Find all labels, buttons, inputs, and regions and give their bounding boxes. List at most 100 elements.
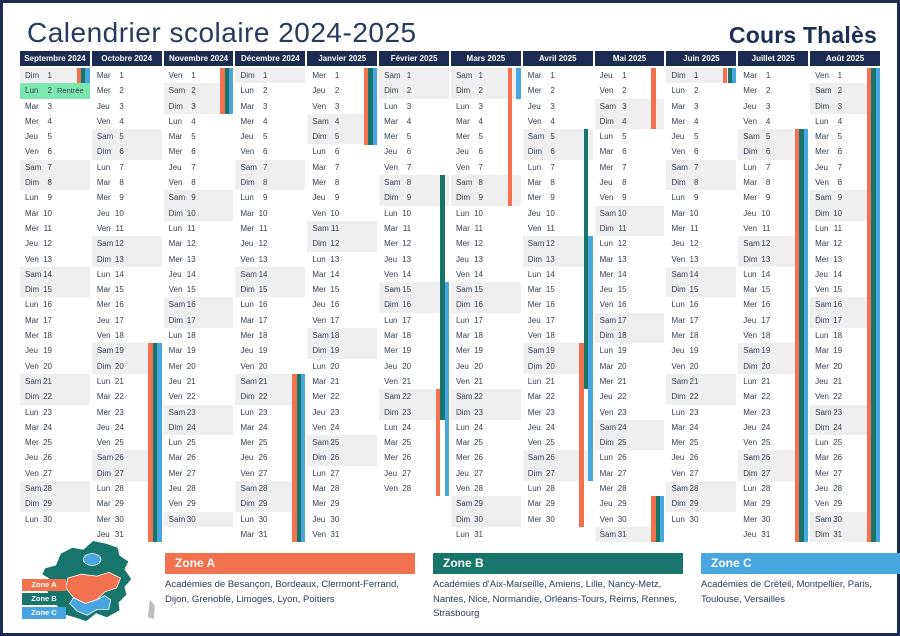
day-name: Dim [455, 407, 471, 417]
day-cell: Mar 19 [810, 343, 880, 358]
day-name: Ven [527, 331, 542, 341]
day-name: Jeu [240, 132, 254, 142]
day-cell: Ven 28 [451, 481, 521, 496]
day-name: Ven [384, 376, 398, 386]
month-header: Avril 2025 [522, 51, 593, 66]
day-cell: Mer 19 [451, 343, 521, 358]
day-name: Dim [815, 422, 830, 432]
day-cell: Jeu 9 [307, 190, 377, 205]
day-number: 18 [402, 331, 412, 341]
day-number: 12 [186, 239, 196, 249]
page-title: Calendrier scolaire 2024-2025 [27, 17, 417, 48]
day-number: 25 [833, 438, 843, 448]
day-name: Lun [599, 132, 613, 142]
day-cell: Mar 7 [307, 160, 377, 175]
day-cell: Jeu 10 [738, 206, 808, 221]
day-cell: Jeu 24 [92, 420, 162, 435]
day-number: 11 [187, 223, 196, 233]
day-name: Jeu [240, 346, 254, 356]
day-cell: Mer 27 [164, 466, 234, 481]
day-number: 19 [402, 346, 412, 356]
day-cell: Jeu 12 [235, 236, 305, 251]
day-cell: Mer 26 [451, 450, 521, 465]
day-cell: Jeu 23 [307, 405, 377, 420]
day-number: 21 [689, 376, 699, 386]
day-cell: Mer 30 [523, 512, 593, 527]
day-number: 30 [43, 514, 52, 524]
day-name: Jeu [25, 239, 38, 249]
day-number: 24 [545, 422, 555, 432]
day-cell: Ven 25 [92, 435, 162, 450]
day-name: Mer [527, 193, 542, 203]
day-cell: Sam 9 [163, 190, 234, 206]
day-cell: Jeu 12 [666, 236, 736, 251]
day-name: Dim [240, 392, 255, 402]
day-cell: Jeu 10 [523, 206, 593, 221]
day-number: 5 [622, 132, 627, 142]
day-name: Mer [671, 223, 686, 233]
day-name: Lun [455, 422, 470, 432]
day-cell: Mar 13 [595, 252, 665, 267]
day-name: Sam [25, 162, 42, 172]
month-header: Décembre 2024 [235, 51, 306, 66]
day-cell: Mar 24 [235, 420, 305, 435]
day-name: Mar [384, 331, 398, 341]
day-name: Sam [527, 132, 545, 142]
day-cell: Sam 8 [379, 175, 449, 191]
day-cell: Jeu 3 [523, 99, 593, 114]
day-name: Jeu [671, 453, 685, 463]
day-number: 26 [833, 453, 843, 463]
day-number: 16 [689, 300, 699, 310]
day-name: Jeu [312, 86, 326, 96]
day-cell: Sam 24 [594, 419, 665, 436]
day-number: 15 [43, 285, 52, 295]
day-number: 29 [545, 499, 555, 509]
day-number: 21 [402, 376, 412, 386]
day-cell: Ven 13 [666, 252, 736, 267]
day-number: 12 [833, 239, 843, 249]
day-cell: Lun 16 [235, 297, 305, 312]
day-name: Mar [527, 392, 542, 402]
day-name: Mar [599, 147, 614, 157]
day-number: 25 [689, 438, 699, 448]
day-name: Jeu [168, 484, 182, 494]
day-number: 15 [402, 285, 412, 295]
day-name: Ven [671, 147, 686, 157]
vacation-bar-zone-a [148, 343, 153, 543]
day-number: 27 [114, 468, 124, 478]
day-cell: Lun 21 [92, 374, 162, 389]
day-cell: Sam 12 [91, 236, 162, 252]
day-number: 6 [622, 147, 627, 157]
vacation-bar-zone-c [229, 68, 234, 114]
day-cell: Mer 30 [92, 512, 162, 527]
day-cell: Sam 31 [594, 526, 665, 543]
day-cell: Lun 16 [666, 297, 736, 312]
day-cell: Lun 30 [20, 512, 90, 527]
day-number: 27 [43, 468, 52, 478]
day-name: Sam [96, 132, 114, 142]
day-cell: Ven 4 [738, 114, 808, 129]
day-number: 3 [694, 101, 699, 111]
day-cell: Jeu 27 [451, 466, 521, 481]
day-name: Ven [743, 223, 758, 233]
day-cell: Dim 13 [738, 251, 809, 267]
day-cell: Mar 12 [810, 236, 880, 251]
day-name: Mer [599, 162, 614, 172]
day-cell: Mar 10 [20, 206, 90, 221]
day-number: 28 [186, 484, 196, 494]
day-cell: Mar 17 [20, 313, 90, 328]
day-number: 12 [330, 239, 340, 249]
day-cell: Ven 23 [595, 405, 665, 420]
day-cell: Jeu 27 [379, 466, 449, 481]
event-label: Rentrée [57, 86, 84, 96]
day-number: 26 [402, 453, 412, 463]
day-number: 4 [550, 116, 555, 126]
day-name: Lun [599, 453, 613, 463]
day-name: Jeu [455, 147, 469, 157]
day-number: 25 [114, 438, 124, 448]
day-name: Jeu [455, 468, 469, 478]
day-number: 19 [114, 346, 124, 356]
day-number: 26 [114, 453, 124, 463]
day-name: Dim [96, 468, 112, 478]
day-name: Dim [599, 438, 614, 448]
